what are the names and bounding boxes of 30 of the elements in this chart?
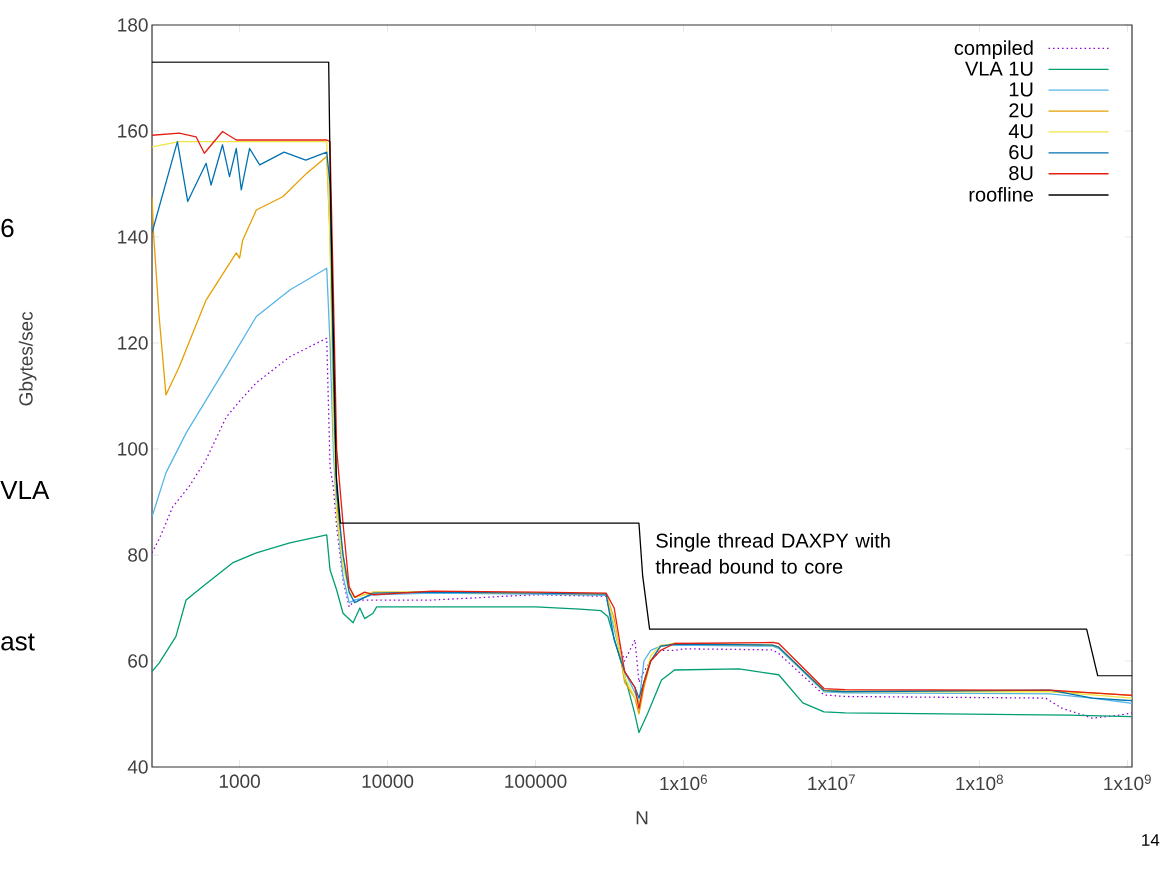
x-tick-label: 1x10$^{8}$ <box>956 774 1003 791</box>
legend-label: roofline <box>969 186 1033 202</box>
y-tick-label: 120 <box>118 336 148 350</box>
annotation: Single thread DAXPY with thread bound to core <box>655 533 890 574</box>
x-tick-label: 1x10$^{9}$ <box>1104 774 1151 791</box>
legend-label: 1U <box>1009 82 1033 97</box>
y-tick-label: 140 <box>118 230 148 244</box>
y-tick-label: 80 <box>128 548 148 562</box>
legend-label: 2U <box>1009 103 1033 118</box>
legend-label: 8U <box>1009 166 1033 181</box>
y-axis-title: Gbytes/sec <box>18 311 37 406</box>
y-tick-label: 60 <box>128 654 148 668</box>
legend-label: 6U <box>1009 145 1033 160</box>
x-tick-label: 10000 <box>362 774 414 788</box>
y-tick-label: 100 <box>118 442 148 456</box>
x-tick-label: 100000 <box>505 774 567 788</box>
text: 6 <box>1 218 14 238</box>
legend-label: 4U <box>1008 124 1033 139</box>
x-axis-title: N <box>636 811 648 825</box>
y-tick-label: 160 <box>118 124 148 138</box>
legend-label: VLA 1U <box>965 61 1033 76</box>
text: VLA <box>0 481 50 499</box>
x-tick-label: 1x10$^{7}$ <box>808 774 855 791</box>
x-tick-label: 1000 <box>219 774 260 788</box>
y-tick-label: 180 <box>118 18 148 32</box>
y-tick-label: 40 <box>127 760 148 774</box>
text: 14 <box>1142 834 1160 846</box>
text: ast <box>1 633 35 651</box>
x-tick-label: 1x10$^{6}$ <box>660 774 707 791</box>
legend-label: compiled <box>954 40 1033 59</box>
